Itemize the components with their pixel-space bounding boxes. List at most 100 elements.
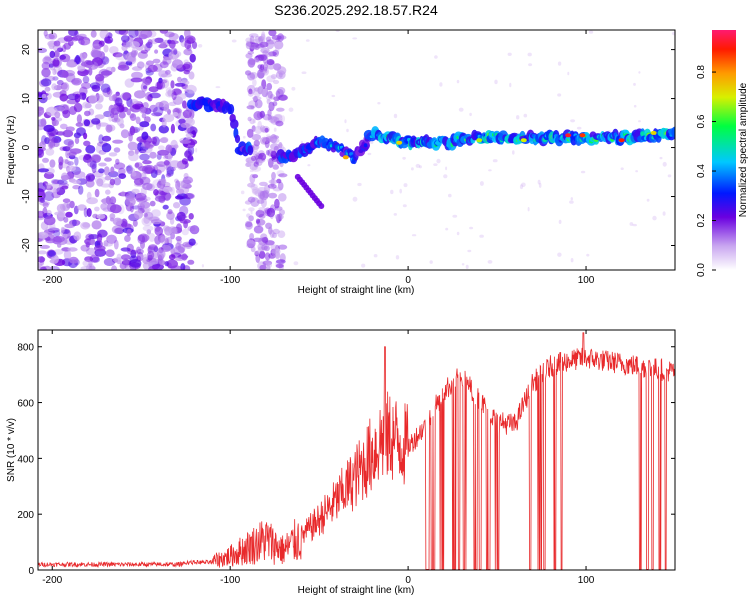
spectrogram-blob	[62, 198, 71, 203]
spectrogram-blob	[258, 250, 266, 259]
spectrogram-blob	[68, 256, 79, 264]
spectrogram-blob	[179, 218, 191, 224]
spectrogram-blob	[82, 101, 90, 109]
spectrogram-blob	[266, 82, 273, 91]
spectrogram-blob	[570, 197, 573, 201]
spectrogram-blob	[271, 35, 282, 41]
spectrogram-blob	[260, 33, 266, 43]
spectrogram-y-label: Frequency (Hz)	[6, 116, 17, 185]
spectrogram-blob	[78, 185, 84, 195]
spectrogram-blob	[272, 186, 283, 192]
spectrogram-blob	[86, 191, 92, 200]
spectrogram-blob	[97, 122, 109, 127]
spectrogram-blob	[48, 140, 53, 150]
spectrogram-blob	[267, 183, 277, 189]
spectrogram-blob	[49, 141, 56, 149]
spectrogram-blob	[258, 207, 266, 211]
x-tick-label: -200	[42, 275, 62, 286]
spectrogram-blob	[257, 187, 267, 191]
spectrogram-blob	[118, 173, 127, 180]
spectrogram-blob	[95, 144, 102, 154]
spectrogram-blob	[439, 82, 443, 87]
spectrogram-blob	[101, 197, 114, 205]
spectrogram-blob	[300, 140, 303, 145]
spectrogram-blob	[263, 69, 268, 74]
spectrogram-blob	[179, 35, 185, 43]
spectrogram-blob	[72, 219, 77, 227]
spectrogram-blob	[516, 115, 520, 120]
spectrogram-blob	[363, 143, 368, 148]
spectrogram-blob	[580, 170, 586, 174]
spectrogram-blob	[121, 190, 126, 197]
spectrogram-blob	[288, 107, 294, 112]
spectrogram-blob	[98, 134, 104, 144]
spectrogram-blob	[638, 71, 641, 74]
spectrogram-blob	[62, 232, 68, 239]
spectrogram-blob	[51, 83, 58, 91]
spectrogram-blob	[86, 60, 95, 66]
spectrogram-blob	[509, 82, 512, 88]
spectrogram-blob	[253, 225, 264, 234]
spectrogram-blob	[156, 249, 166, 259]
spectrogram-blob	[104, 175, 112, 181]
spectrogram-blob	[137, 233, 150, 243]
spectrogram-blob	[42, 202, 49, 208]
spectrogram-blob	[120, 129, 130, 139]
spectrogram-blob	[519, 184, 524, 190]
spectrogram-blob	[629, 222, 634, 226]
spectrogram-blob	[261, 244, 268, 251]
spectrogram-blob	[253, 95, 258, 103]
spectrogram-blob	[135, 116, 141, 125]
spectrogram-blob	[40, 118, 47, 127]
spectrogram-blob	[268, 179, 278, 184]
spectrogram-blob	[89, 254, 100, 263]
spectrogram-blob	[179, 139, 192, 144]
spectrogram-blob	[265, 149, 270, 156]
spectrogram-blob	[158, 77, 163, 84]
spectrogram-blob	[103, 44, 109, 53]
spectrogram-blob	[109, 204, 122, 214]
spectrogram-blob	[105, 249, 115, 257]
spectrogram-blob	[38, 262, 42, 269]
spectrogram-blob	[124, 196, 136, 207]
spectrogram-blob	[146, 183, 155, 191]
spectrogram-blob	[273, 145, 279, 152]
spectrogram-blob	[635, 170, 638, 173]
spectrogram-blob	[55, 187, 66, 196]
y-tick-label: -10	[21, 189, 32, 204]
spectrogram-blob	[185, 84, 197, 94]
y-tick-label: 10	[21, 93, 32, 105]
spectrogram-blob	[48, 32, 58, 40]
spectrogram-blob	[262, 114, 272, 121]
x-tick-label: 0	[405, 575, 411, 586]
spectrogram-blob	[278, 173, 288, 178]
spectrogram-blob	[56, 203, 66, 213]
spectrogram-blob	[163, 57, 172, 65]
spectrogram-blob	[160, 178, 166, 186]
spectrogram-blob	[165, 87, 174, 95]
spectrogram-blob	[38, 168, 50, 173]
spectrogram-blob	[39, 197, 46, 203]
spectrogram-blob	[143, 216, 150, 224]
spectrogram-blob	[105, 124, 113, 133]
spectrogram-blob	[51, 254, 59, 264]
spectrogram-blob	[260, 233, 268, 241]
spectrogram-blob	[127, 249, 138, 255]
spectrogram-blob	[262, 129, 265, 134]
snr-x-label: Height of straight line (km)	[298, 585, 415, 596]
spectrogram-blob	[259, 264, 267, 270]
spectrogram-blob	[101, 143, 112, 153]
spectrogram-blob	[177, 76, 182, 83]
spectrogram-blob	[60, 226, 65, 234]
spectrogram-blob	[44, 86, 51, 92]
spectrogram-blob	[120, 92, 131, 101]
spectrogram-blob	[268, 135, 275, 143]
spectrogram-blob	[249, 71, 258, 80]
spectrogram-blob	[134, 90, 146, 99]
spectrogram-blob	[278, 142, 283, 149]
spectrogram-blob	[178, 118, 186, 125]
spectrogram-blob	[267, 263, 272, 268]
spectrogram-blob	[160, 136, 169, 144]
spectrogram-blob	[276, 178, 282, 184]
spectrogram-blob	[149, 151, 157, 159]
